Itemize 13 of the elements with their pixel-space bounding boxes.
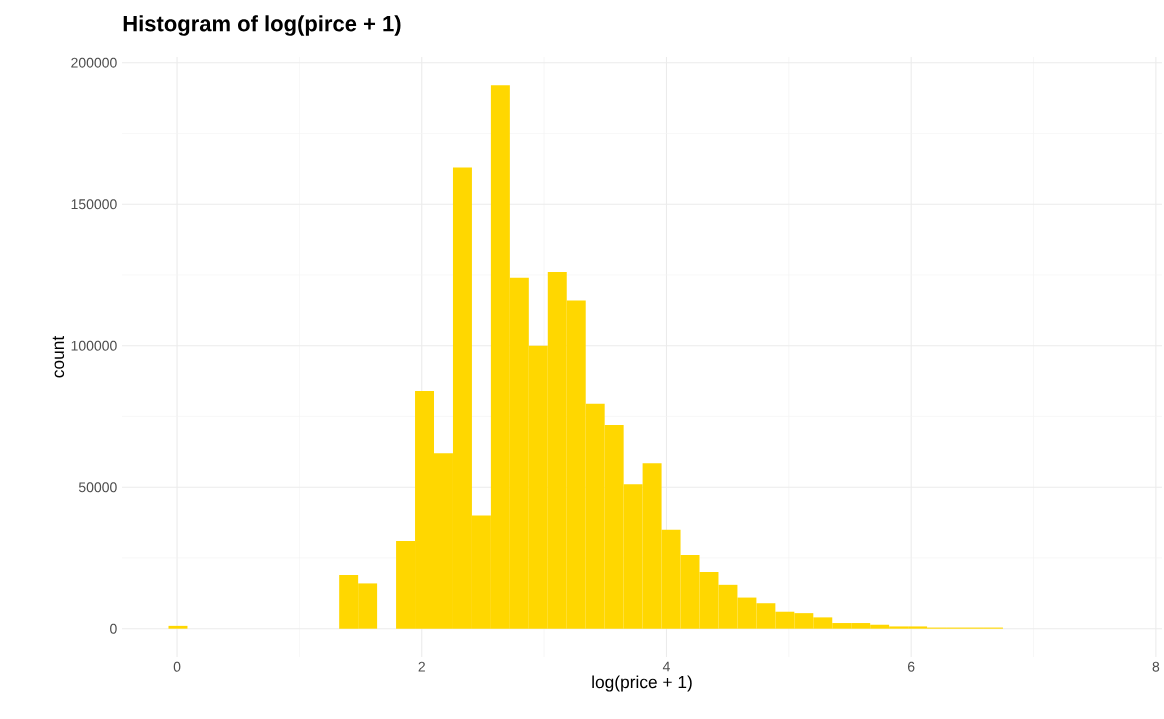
x-axis-title: log(price + 1) — [592, 675, 692, 692]
x-tick-label: 2 — [418, 661, 425, 672]
x-tick-label: 8 — [1152, 661, 1160, 672]
y-axis-title: count — [52, 335, 65, 378]
y-tick-label: 200000 — [71, 57, 117, 68]
chart-title: Histogram of log(pirce + 1) — [123, 15, 401, 36]
x-tick-label: 0 — [173, 661, 181, 672]
y-tick-label: 150000 — [71, 199, 117, 210]
y-tick-label: 0 — [110, 623, 117, 634]
x-tick-label: 4 — [662, 661, 670, 672]
y-tick-label: 100000 — [71, 340, 117, 351]
x-tick-label: 6 — [907, 661, 915, 672]
y-tick-label: 50000 — [78, 482, 117, 493]
